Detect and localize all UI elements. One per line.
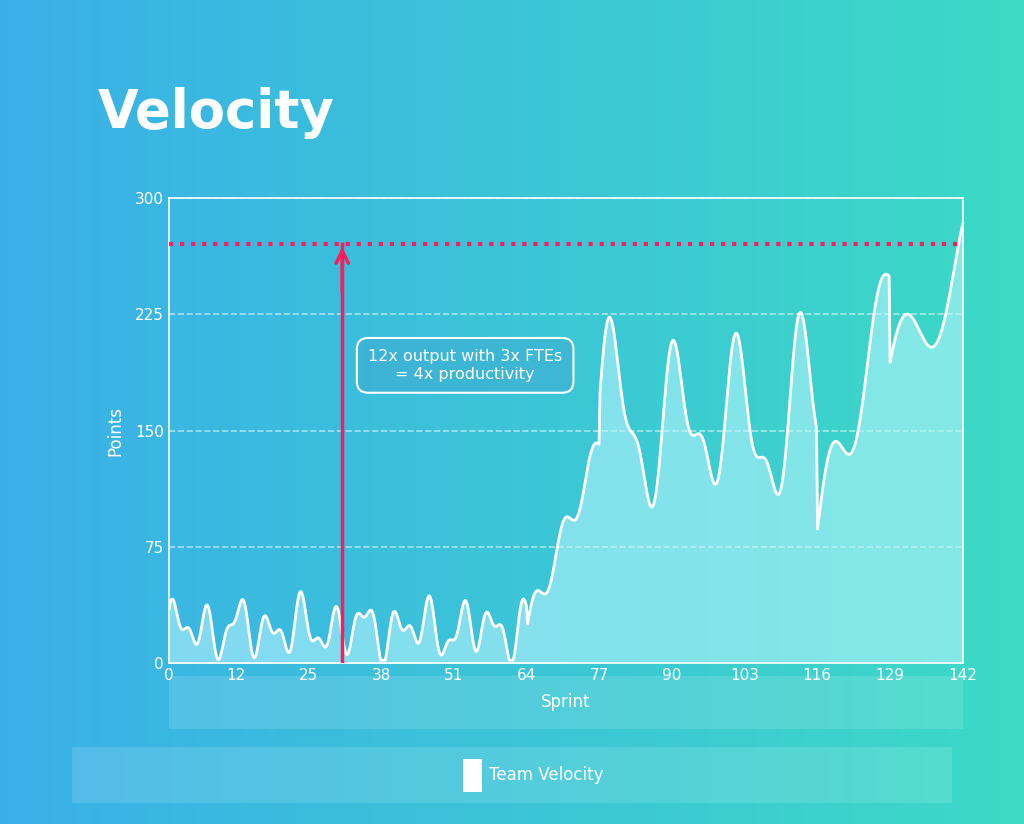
Text: Team Velocity: Team Velocity (489, 766, 603, 784)
Y-axis label: Points: Points (106, 405, 124, 456)
Text: 12x output with 3x FTEs
= 4x productivity: 12x output with 3x FTEs = 4x productivit… (368, 349, 562, 382)
FancyBboxPatch shape (154, 675, 979, 730)
Text: Velocity: Velocity (97, 87, 334, 138)
FancyBboxPatch shape (463, 759, 482, 792)
FancyBboxPatch shape (54, 747, 970, 804)
Text: Sprint: Sprint (541, 694, 591, 711)
